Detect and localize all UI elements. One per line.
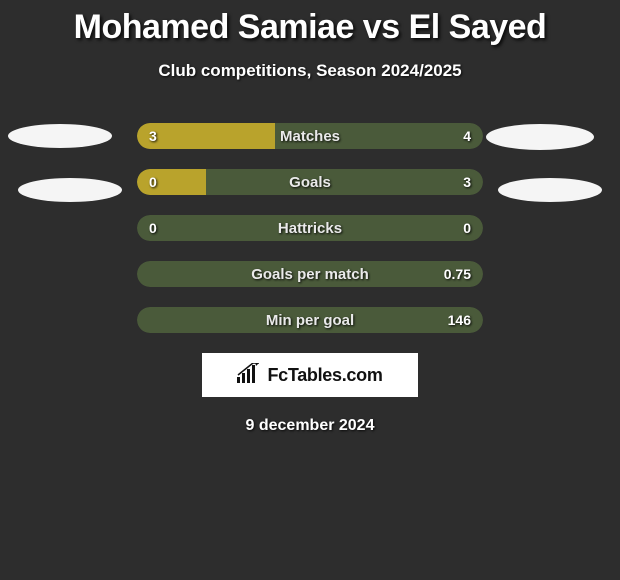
decorative-ellipse [486, 124, 594, 150]
stat-value-right: 4 [463, 123, 471, 149]
stat-bar-track [137, 215, 483, 241]
source-logo-box: FcTables.com [202, 353, 418, 397]
date-caption: 9 december 2024 [0, 417, 620, 435]
chart-icon [237, 363, 261, 388]
comparison-infographic: Mohamed Samiae vs El Sayed Club competit… [0, 0, 620, 580]
page-subtitle: Club competitions, Season 2024/2025 [0, 61, 620, 81]
stat-value-right: 0.75 [444, 261, 471, 287]
stat-bar-row: 00Hattricks [137, 215, 483, 241]
stat-value-left: 0 [149, 215, 157, 241]
stat-bar-row: 03Goals [137, 169, 483, 195]
stat-value-right: 0 [463, 215, 471, 241]
stat-value-left: 3 [149, 123, 157, 149]
stat-value-left: 0 [149, 169, 157, 195]
page-title: Mohamed Samiae vs El Sayed [0, 0, 620, 47]
stat-bars-group: 34Matches03Goals00Hattricks0.75Goals per… [137, 123, 483, 333]
decorative-ellipse [498, 178, 602, 202]
stat-value-right: 146 [448, 307, 471, 333]
stat-value-right: 3 [463, 169, 471, 195]
decorative-ellipse [8, 124, 112, 148]
stat-bar-row: 34Matches [137, 123, 483, 149]
stat-bar-row: 0.75Goals per match [137, 261, 483, 287]
stat-bar-row: 146Min per goal [137, 307, 483, 333]
decorative-ellipse [18, 178, 122, 202]
logo-text: FcTables.com [267, 365, 382, 386]
stat-bar-left-fill [137, 123, 275, 149]
stat-bar-left-fill [137, 169, 206, 195]
stat-bar-track [137, 261, 483, 287]
stat-bar-track [137, 307, 483, 333]
